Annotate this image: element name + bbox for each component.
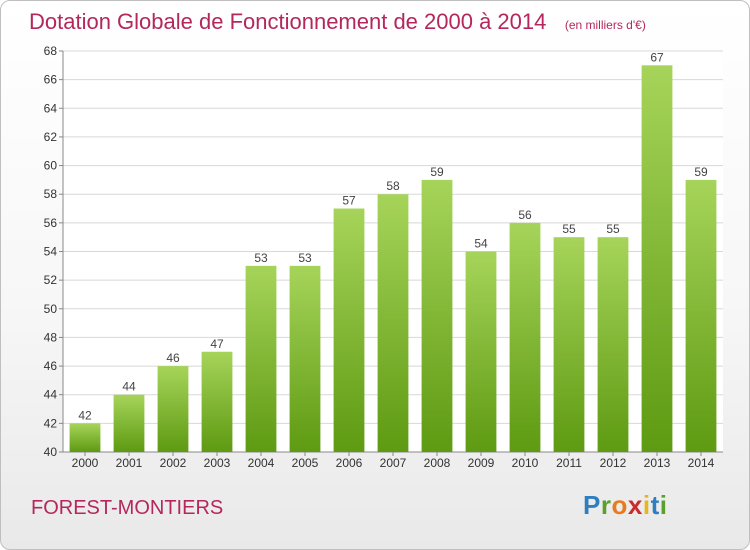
bar-value-label: 42 [78, 408, 92, 422]
y-tick-label: 48 [44, 330, 58, 344]
x-tick-label: 2014 [688, 456, 715, 470]
x-tick-label: 2012 [600, 456, 627, 470]
bar-value-label: 53 [298, 251, 312, 265]
x-tick-label: 2008 [424, 456, 451, 470]
bar-value-label: 55 [606, 222, 620, 236]
bar [509, 222, 541, 452]
bar [377, 194, 409, 452]
y-tick-label: 62 [44, 130, 58, 144]
x-tick-label: 2010 [512, 456, 539, 470]
bar [553, 237, 585, 452]
bar-value-label: 44 [122, 380, 136, 394]
bar-value-label: 59 [694, 165, 708, 179]
bar-value-label: 57 [342, 194, 356, 208]
y-tick-label: 54 [44, 245, 58, 259]
y-tick-label: 50 [44, 302, 58, 316]
y-tick-label: 58 [44, 187, 58, 201]
y-tick-label: 68 [44, 44, 58, 58]
logo-letter: o [611, 490, 628, 520]
bar-value-label: 47 [210, 337, 224, 351]
bar [113, 394, 145, 452]
location-name: FOREST-MONTIERS [31, 497, 224, 519]
y-tick-label: 40 [44, 445, 58, 459]
bar [641, 65, 673, 453]
bar [685, 179, 717, 452]
bar [289, 265, 321, 452]
logo-letter: t [650, 490, 660, 520]
x-tick-label: 2009 [468, 456, 495, 470]
chart-unit: (en milliers d'€) [564, 18, 646, 32]
logo-letter: i [642, 490, 651, 520]
x-tick-label: 2007 [380, 456, 407, 470]
logo-letter: x [627, 490, 643, 520]
bar [421, 179, 453, 452]
bar-value-label: 67 [650, 50, 664, 64]
bar-value-label: 58 [386, 179, 400, 193]
bar-value-label: 55 [562, 222, 576, 236]
x-tick-label: 2000 [72, 456, 99, 470]
y-tick-label: 52 [44, 273, 58, 287]
bar [157, 366, 189, 452]
x-tick-label: 2006 [336, 456, 363, 470]
bar-value-label: 56 [518, 208, 532, 222]
bar-value-label: 53 [254, 251, 268, 265]
proxiti-logo[interactable]: Proxiti [583, 490, 667, 521]
bar [201, 351, 233, 452]
chart-title: Dotation Globale de Fonctionnement de 20… [29, 9, 547, 34]
x-tick-label: 2003 [204, 456, 231, 470]
x-tick-label: 2013 [644, 456, 671, 470]
y-tick-label: 44 [44, 388, 58, 402]
bar [597, 237, 629, 452]
bar-value-label: 46 [166, 351, 180, 365]
x-tick-label: 2002 [160, 456, 187, 470]
y-tick-label: 60 [44, 159, 58, 173]
bar [333, 208, 365, 452]
bar [69, 423, 101, 452]
x-tick-label: 2011 [556, 456, 582, 470]
x-tick-label: 2004 [248, 456, 275, 470]
y-tick-label: 56 [44, 216, 58, 230]
bar [245, 265, 277, 452]
logo-letter: P [583, 490, 601, 520]
y-tick-label: 64 [44, 101, 58, 115]
bar [465, 251, 497, 452]
bar-value-label: 59 [430, 165, 444, 179]
x-tick-label: 2005 [292, 456, 319, 470]
x-tick-label: 2001 [116, 456, 143, 470]
logo-letter: r [600, 490, 612, 520]
y-tick-label: 66 [44, 73, 58, 87]
bar-value-label: 54 [474, 237, 488, 251]
chart-header: Dotation Globale de Fonctionnement de 20… [29, 9, 646, 35]
y-tick-label: 42 [44, 416, 58, 430]
y-tick-label: 46 [44, 359, 58, 373]
logo-letter: i [659, 490, 668, 520]
